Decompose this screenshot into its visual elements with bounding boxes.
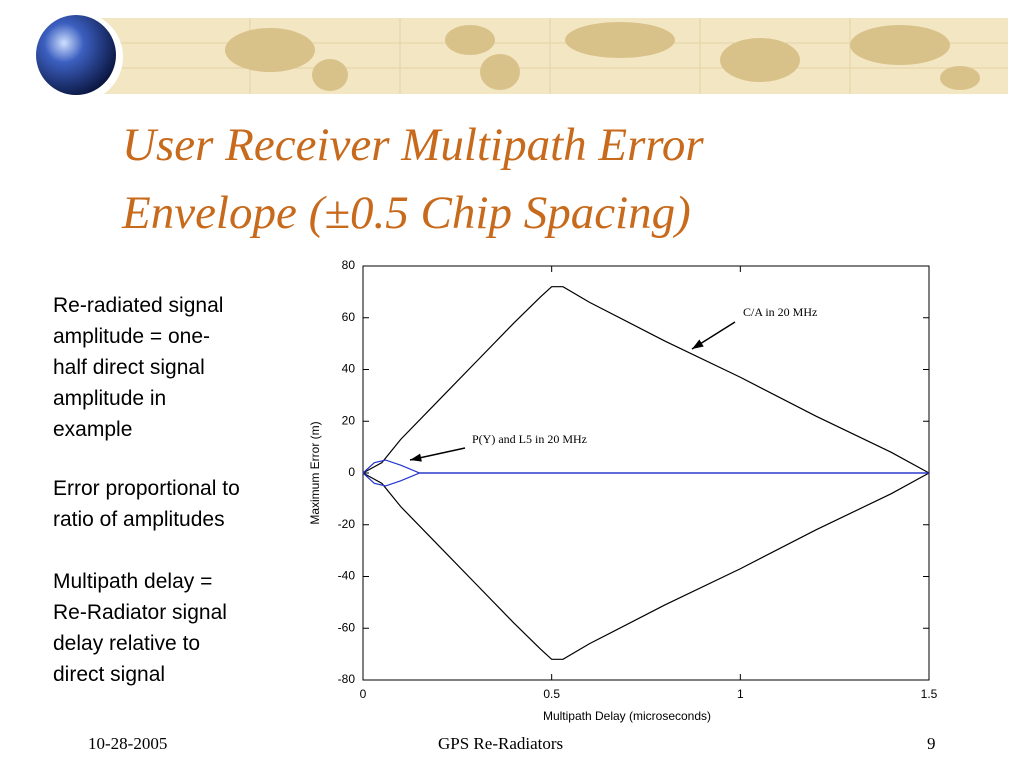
text-line: delay relative to bbox=[53, 632, 201, 655]
paragraph: Error proportional to ratio of amplitudes bbox=[53, 473, 240, 535]
y-tick-label: 40 bbox=[342, 362, 356, 376]
y-axis-label: Maximum Error (m) bbox=[308, 421, 322, 524]
paragraph: Re-radiated signal amplitude = one-half d… bbox=[53, 290, 223, 445]
globe bbox=[36, 15, 116, 95]
slide-title: Envelope (±0.5 Chip Spacing) bbox=[122, 187, 691, 239]
y-tick-label: 80 bbox=[342, 258, 356, 272]
footer-date: 10-28-2005 bbox=[88, 734, 168, 753]
arrow-head bbox=[692, 339, 704, 349]
series-line bbox=[362, 459, 929, 474]
x-tick-label: 1.5 bbox=[921, 687, 938, 701]
text-line: Re-radiated signal bbox=[53, 294, 224, 317]
text-line: Re-Radiator signal bbox=[53, 601, 227, 624]
text-line: example bbox=[53, 418, 133, 441]
x-tick-label: 1 bbox=[737, 687, 744, 701]
x-axis-label: Multipath Delay (microseconds) bbox=[543, 709, 711, 723]
y-tick-label: -60 bbox=[338, 620, 356, 634]
text-line: Multipath delay = bbox=[53, 570, 213, 593]
paragraph: Multipath delay = Re-Radiator signal delay… bbox=[53, 566, 227, 690]
text-line: Error proportional to bbox=[53, 477, 240, 500]
annotation: C/A in 20 MHz bbox=[743, 305, 817, 319]
footer-center: GPS Re-Radiators bbox=[438, 734, 564, 753]
y-tick-label: -80 bbox=[338, 672, 356, 686]
banner-continents bbox=[225, 22, 980, 91]
series-line bbox=[362, 286, 930, 474]
text-line: half direct signal bbox=[53, 356, 205, 379]
series-line bbox=[362, 472, 929, 487]
x-tick-label: 0.5 bbox=[543, 687, 560, 701]
y-tick-label: -20 bbox=[338, 517, 356, 531]
slide-title: User Receiver Multipath Error bbox=[122, 119, 704, 171]
text-line: amplitude in bbox=[53, 387, 167, 410]
text-line: direct signal bbox=[53, 663, 166, 686]
arrow-head bbox=[410, 453, 422, 462]
text-line: ratio of amplitudes bbox=[53, 508, 225, 531]
y-tick-label: 0 bbox=[348, 465, 355, 479]
series-line bbox=[362, 472, 930, 660]
y-tick-label: -40 bbox=[338, 569, 356, 583]
x-tick-label: 0 bbox=[360, 687, 367, 701]
text-line: amplitude = one- bbox=[53, 325, 211, 348]
y-tick-label: 20 bbox=[342, 413, 356, 427]
page-number: 9 bbox=[927, 734, 936, 753]
y-tick-label: 60 bbox=[342, 310, 356, 324]
annotation: P(Y) and L5 in 20 MHz bbox=[472, 432, 587, 446]
